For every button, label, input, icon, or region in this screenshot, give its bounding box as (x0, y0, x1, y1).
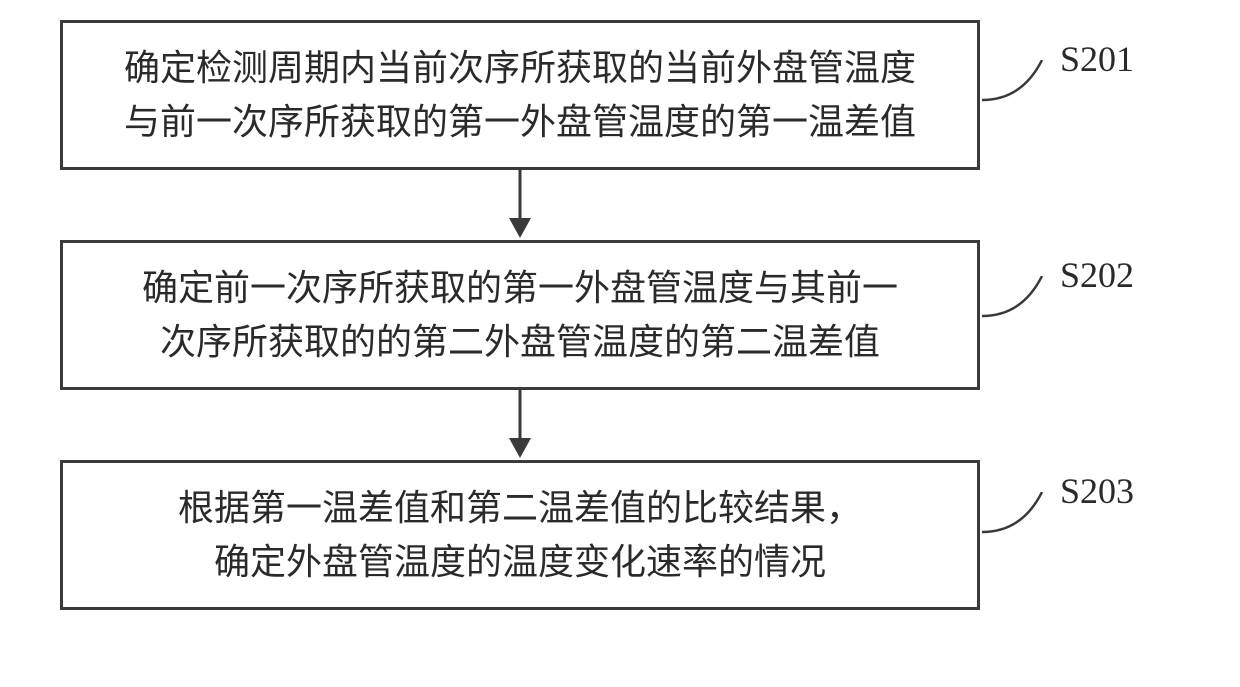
step-text-line: 确定前一次序所获取的第一外盘管温度与其前一 (93, 261, 947, 315)
step-text-line: 与前一次序所获取的第一外盘管温度的第一温差值 (93, 95, 947, 149)
step-text-line: 次序所获取的的第二外盘管温度的第二温差值 (93, 315, 947, 369)
flowchart-arrow (60, 390, 980, 460)
step-text-line: 确定外盘管温度的温度变化速率的情况 (93, 535, 947, 589)
flowchart-step-box: 根据第一温差值和第二温差值的比较结果， 确定外盘管温度的温度变化速率的情况 (60, 460, 980, 610)
step-label: S202 (1060, 254, 1134, 296)
step-text-line: 确定检测周期内当前次序所获取的当前外盘管温度 (93, 41, 947, 95)
step-label: S203 (1060, 470, 1134, 512)
connector-curve (982, 492, 1062, 542)
connector-curve (982, 276, 1062, 326)
connector-curve (982, 60, 1062, 110)
flowchart-arrow (60, 170, 980, 240)
step-text-line: 根据第一温差值和第二温差值的比较结果， (93, 481, 947, 535)
step-label: S201 (1060, 38, 1134, 80)
flowchart-step-box: 确定前一次序所获取的第一外盘管温度与其前一 次序所获取的的第二外盘管温度的第二温… (60, 240, 980, 390)
flowchart-container: 确定检测周期内当前次序所获取的当前外盘管温度 与前一次序所获取的第一外盘管温度的… (60, 20, 1180, 610)
flowchart-step-box: 确定检测周期内当前次序所获取的当前外盘管温度 与前一次序所获取的第一外盘管温度的… (60, 20, 980, 170)
